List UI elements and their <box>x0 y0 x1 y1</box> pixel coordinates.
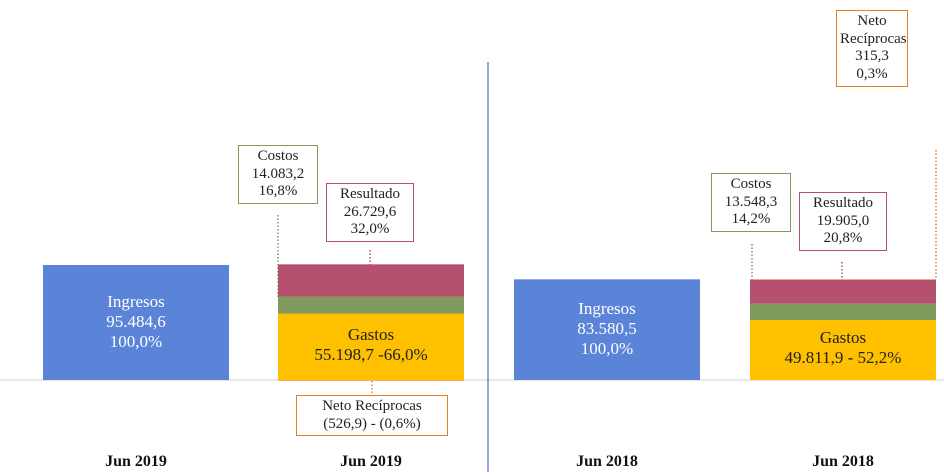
value-label: 95.484,6 <box>106 311 166 331</box>
series-name: Ingresos <box>578 298 636 318</box>
share-label: 32,0% <box>350 221 390 238</box>
bar-segment <box>750 279 936 304</box>
value-label: 55.198,7 <box>314 344 374 364</box>
series-name: Neto Recíprocas <box>322 398 422 414</box>
bar-segment <box>750 303 936 321</box>
series-name: Ingresos <box>107 291 165 311</box>
bar-segment <box>278 380 464 381</box>
series-name: Gastos <box>819 328 867 347</box>
value-label: 83.580,5 <box>577 318 637 338</box>
series-name: Costos <box>730 176 772 192</box>
value-label: (526,9) <box>323 415 367 432</box>
value-label: 19.905,0 <box>816 212 870 229</box>
category-text: Jun 2018 <box>812 453 874 470</box>
callout: Resultado 26.729,6 32,0% <box>326 183 414 243</box>
share-label: 100,0% <box>109 331 163 351</box>
callout: Neto Recíprocas (526,9) - (0,6%) <box>296 395 448 437</box>
bar-label: Ingresos 83.580,5 100,0% <box>514 299 700 359</box>
share-label: 14,2% <box>731 211 771 228</box>
category-text: Jun 2019 <box>340 453 402 470</box>
series-name: Resultado <box>813 195 873 211</box>
category-text: Jun 2019 <box>105 453 167 470</box>
callout: Neto Recíprocas 315,3 0,3% <box>836 10 908 87</box>
series-name: Resultado <box>340 186 400 202</box>
series-name: Neto Recíprocas <box>840 13 907 47</box>
value-label: 14.083,2 <box>251 165 305 182</box>
value-label: 26.729,6 <box>343 203 397 220</box>
share-label: 100,0% <box>580 338 634 358</box>
bar-segment <box>750 279 936 280</box>
callout: Resultado 19.905,0 20,8% <box>799 192 887 252</box>
bar-segment <box>514 279 700 380</box>
bar-segment <box>278 296 464 314</box>
share-label: - 52,2% <box>847 348 902 368</box>
value-line: 49.811,9 - 52,2% <box>750 348 936 368</box>
series-name: Gastos <box>347 324 395 344</box>
value-label: 49.811,9 <box>784 348 844 368</box>
value-label: 13.548,3 <box>724 193 778 210</box>
share-label: - (0,6%) <box>370 415 421 432</box>
share-label: 20,8% <box>823 230 863 247</box>
callout: Costos 14.083,2 16,8% <box>238 145 318 205</box>
value-label: 315,3 <box>855 48 889 65</box>
bar-label: Gastos 55.198,7 -66,0% <box>278 325 464 365</box>
share-label: -66,0% <box>378 344 428 364</box>
series-name: Costos <box>257 148 299 164</box>
bar-segment <box>278 264 464 297</box>
category-label: Jun 2018 <box>750 453 936 471</box>
bar-segment <box>43 265 229 380</box>
share-label: 0,3% <box>856 66 888 83</box>
bar-label: Gastos 49.811,9 - 52,2% <box>750 328 936 368</box>
category-label: Jun 2018 <box>514 453 700 471</box>
value-line: 55.198,7 -66,0% <box>278 345 464 365</box>
share-label: 16,8% <box>258 183 298 200</box>
value-line: (526,9) - (0,6%) <box>300 416 444 434</box>
bar-segment <box>750 320 936 380</box>
callout: Costos 13.548,3 14,2% <box>711 173 791 233</box>
bar-segment <box>278 313 464 380</box>
bar-label: Ingresos 95.484,6 100,0% <box>43 292 229 352</box>
category-text: Jun 2018 <box>576 453 638 470</box>
category-label: Jun 2019 <box>278 453 464 471</box>
category-label: Jun 2019 <box>43 453 229 471</box>
